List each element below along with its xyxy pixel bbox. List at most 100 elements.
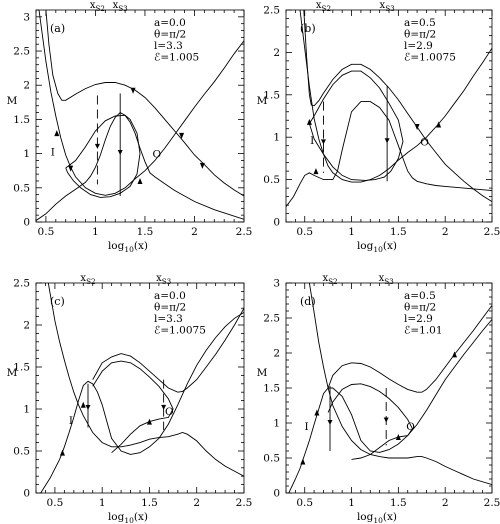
shock-arrowhead bbox=[320, 139, 326, 145]
y-tick-label: 0.5 bbox=[263, 174, 280, 186]
y-tick-label: 1 bbox=[23, 148, 30, 160]
shock-location-label: xS3 bbox=[380, 0, 396, 13]
flow-arrowhead bbox=[436, 121, 442, 128]
y-tick-label: 2.5 bbox=[263, 5, 280, 17]
y-tick-label: 2 bbox=[23, 320, 30, 332]
y-axis-label: M bbox=[257, 95, 268, 107]
parameter-label: θ=π/2 bbox=[404, 302, 436, 314]
parameter-label: l=3.3 bbox=[154, 40, 183, 52]
flow-arrowhead bbox=[313, 168, 319, 175]
parameter-label: θ=π/2 bbox=[404, 29, 436, 41]
x-tick-label: 1.5 bbox=[390, 497, 407, 509]
region-label: O bbox=[420, 137, 429, 149]
series-line-1 bbox=[308, 283, 492, 486]
x-tick-label: 1.5 bbox=[390, 226, 407, 238]
x-tick-label: 1 bbox=[348, 497, 355, 509]
y-tick-label: 1 bbox=[273, 132, 280, 144]
parameter-label: θ=π/2 bbox=[154, 302, 186, 314]
plot-frame bbox=[35, 9, 245, 223]
y-tick-label: 1.5 bbox=[13, 114, 30, 126]
parameter-label: l=2.9 bbox=[404, 40, 433, 52]
flow-arrowhead bbox=[68, 165, 74, 172]
series-line-4 bbox=[65, 114, 141, 198]
parameter-label: a=0.0 bbox=[154, 17, 186, 29]
y-tick-label: 0.5 bbox=[263, 453, 280, 465]
series-line-1 bbox=[47, 283, 244, 477]
parameter-label: ℰ=1.005 bbox=[154, 52, 199, 64]
x-tick-label: 2 bbox=[442, 226, 449, 238]
y-tick-label: 1 bbox=[23, 404, 30, 416]
shock-location-label: xS3 bbox=[113, 0, 129, 13]
parameter-label: ℰ=1.01 bbox=[404, 325, 443, 337]
flow-arrowhead bbox=[54, 130, 60, 137]
shock-location-label: xS2 bbox=[322, 273, 337, 286]
flow-arrowhead bbox=[395, 434, 401, 440]
x-tick-label: 0.5 bbox=[296, 497, 313, 509]
region-label: I bbox=[310, 135, 314, 147]
series-line-2 bbox=[288, 319, 492, 493]
x-tick-label: 1 bbox=[99, 497, 106, 509]
x-tick-label: 2.5 bbox=[484, 226, 500, 238]
flow-arrowhead bbox=[130, 87, 136, 94]
y-tick-label: 0.5 bbox=[13, 182, 30, 194]
region-label: O bbox=[153, 149, 162, 161]
parameter-label: a=0.5 bbox=[404, 17, 436, 29]
shock-arrowhead bbox=[94, 143, 100, 149]
region-label: O bbox=[165, 406, 174, 418]
flow-arrowhead bbox=[314, 409, 320, 416]
series-line-2 bbox=[38, 10, 244, 196]
flow-arrowhead bbox=[146, 418, 152, 425]
region-label: I bbox=[305, 421, 309, 433]
x-tick-label: 2 bbox=[442, 497, 449, 509]
shock-arrowhead bbox=[117, 149, 123, 155]
x-axis-label: log10(x) bbox=[357, 511, 397, 524]
x-tick-label: 1.5 bbox=[141, 497, 158, 509]
shock-location-label: xS2 bbox=[90, 0, 105, 13]
x-tick-label: 0.5 bbox=[296, 226, 313, 238]
region-label: I bbox=[51, 147, 55, 159]
x-tick-label: 2 bbox=[193, 497, 200, 509]
shock-arrowhead bbox=[327, 419, 333, 425]
y-tick-label: 0.5 bbox=[13, 446, 30, 458]
y-tick-label: 2 bbox=[23, 80, 30, 92]
region-label: I bbox=[69, 415, 73, 427]
parameter-label: l=3.3 bbox=[154, 313, 183, 325]
flow-arrowhead bbox=[59, 449, 65, 456]
panel-label: (a) bbox=[50, 22, 65, 35]
y-tick-label: 0 bbox=[23, 217, 30, 229]
y-axis-label: M bbox=[257, 367, 268, 379]
series-line-1 bbox=[45, 10, 244, 197]
y-tick-label: 3 bbox=[23, 11, 30, 23]
y-axis-label: M bbox=[7, 367, 18, 379]
x-tick-label: 2.5 bbox=[236, 497, 253, 509]
y-tick-label: 0 bbox=[273, 217, 280, 229]
x-tick-label: 0.5 bbox=[47, 497, 64, 509]
series-line-1 bbox=[303, 10, 492, 202]
y-tick-label: 3 bbox=[273, 278, 280, 290]
x-tick-label: 1 bbox=[92, 226, 99, 238]
series-line-3 bbox=[286, 101, 492, 207]
parameter-label: a=0.5 bbox=[404, 290, 436, 302]
shock-location-label: xS3 bbox=[156, 273, 172, 286]
shock-location-label: xS3 bbox=[379, 273, 395, 286]
series-line-4 bbox=[92, 360, 174, 454]
y-tick-label: 1.5 bbox=[263, 383, 280, 395]
y-tick-label: 0 bbox=[23, 488, 30, 500]
plot-frame bbox=[285, 282, 493, 494]
flow-arrowhead bbox=[300, 458, 306, 465]
plot-frame bbox=[35, 282, 245, 494]
parameter-label: a=0.0 bbox=[154, 290, 186, 302]
flow-arrowhead bbox=[179, 132, 185, 139]
parameter-label: l=2.9 bbox=[404, 313, 433, 325]
series-line-2 bbox=[40, 312, 244, 493]
x-tick-label: 1 bbox=[348, 226, 355, 238]
x-tick-label: 2.5 bbox=[236, 226, 253, 238]
x-axis-label: log10(x) bbox=[108, 511, 148, 524]
panel-label: (b) bbox=[300, 22, 316, 35]
region-label: O bbox=[406, 421, 415, 433]
y-tick-label: 2.5 bbox=[263, 313, 280, 325]
series-line-4 bbox=[327, 383, 413, 460]
flow-arrowhead bbox=[137, 177, 143, 184]
